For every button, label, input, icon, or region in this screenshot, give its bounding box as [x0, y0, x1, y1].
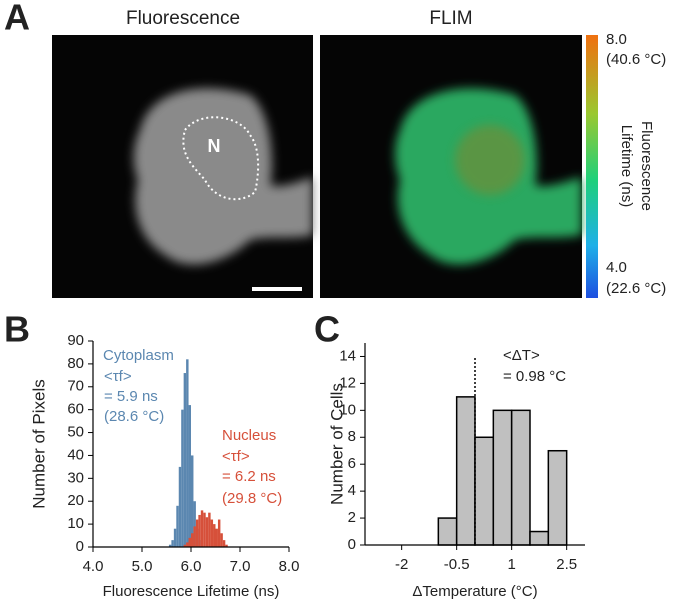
y-axis-label: Number of Cells [327, 383, 346, 505]
x-tick-label: -2 [395, 556, 408, 573]
histogram-bar [220, 533, 223, 547]
y-tick-label: 2 [348, 509, 356, 526]
x-tick-label: 6.0 [181, 558, 202, 575]
y-tick-label: 4 [348, 482, 356, 499]
y-tick-label: 20 [67, 492, 84, 509]
image-title: FLIM [429, 8, 472, 29]
y-tick-label: 0 [76, 538, 84, 555]
annotation: = 5.9 ns [104, 388, 158, 405]
y-tick-label: 12 [339, 374, 356, 391]
y-tick-label: 0 [348, 536, 356, 553]
histogram-bar [213, 524, 216, 547]
x-axis-label: ΔTemperature (°C) [412, 583, 537, 600]
histogram-bar [215, 528, 218, 547]
annotation: <τf> [104, 368, 132, 385]
annotation: = 6.2 ns [222, 468, 276, 485]
y-tick-label: 10 [339, 401, 356, 418]
histogram-bar [492, 409, 513, 546]
histogram-bar [176, 505, 179, 547]
histogram-bar [217, 519, 221, 547]
annotation: = 0.98 °C [503, 368, 566, 385]
y-tick-label: 40 [67, 446, 84, 463]
histogram-bar [188, 405, 191, 547]
histogram-bar [210, 519, 214, 547]
histogram-bar [529, 530, 550, 546]
panel-label: C [314, 309, 340, 350]
y-tick-label: 30 [67, 469, 84, 486]
y-tick-label: 6 [348, 455, 356, 472]
y-tick-label: 90 [67, 332, 84, 349]
histogram-bar [455, 396, 476, 546]
histogram-bar [181, 409, 184, 547]
histogram-bar [222, 540, 226, 547]
x-tick-label: 8.0 [279, 558, 300, 575]
colorbar-label: (40.6 °C) [606, 51, 666, 68]
histogram-bar [510, 409, 531, 546]
colorbar-title: Fluorescence [638, 121, 655, 211]
annotation: (28.6 °C) [104, 408, 164, 425]
histogram-bar [208, 512, 211, 547]
y-tick-label: 80 [67, 355, 84, 372]
y-tick-label: 14 [339, 347, 356, 364]
x-tick-label: 4.0 [83, 558, 104, 575]
histogram-bar [205, 517, 209, 547]
y-tick-label: 50 [67, 424, 84, 441]
flim-image [320, 35, 582, 298]
colorbar-label: (22.6 °C) [606, 280, 666, 297]
histogram-bar [191, 455, 194, 547]
panel-label: B [4, 309, 30, 350]
y-tick-label: 10 [67, 515, 84, 532]
histogram-bar [186, 542, 189, 547]
histogram-bar [193, 526, 196, 547]
histogram-bar [203, 512, 206, 547]
annotation: <ΔT> [503, 347, 540, 364]
y-tick-label: 60 [67, 401, 84, 418]
histogram-bar [183, 373, 187, 547]
histogram-bar [183, 544, 187, 547]
histogram-bar [474, 436, 495, 546]
colorbar [586, 35, 598, 298]
histogram-bar [195, 519, 199, 547]
histogram-bar [186, 359, 189, 547]
colorbar-label: 4.0 [606, 259, 627, 276]
histogram-bar [188, 537, 191, 547]
x-tick-label: 5.0 [132, 558, 153, 575]
image-title: Fluorescence [126, 8, 240, 29]
histogram-bar [173, 528, 177, 547]
x-axis-label: Fluorescence Lifetime (ns) [103, 583, 280, 600]
panel-label: A [4, 0, 30, 38]
histogram-bar [168, 544, 172, 547]
histogram-bar [171, 540, 174, 547]
histogram-bar [437, 517, 458, 546]
x-tick-label: 2.5 [556, 556, 577, 573]
histogram-bar [200, 510, 204, 547]
colorbar-title: Lifetime (ns) [618, 125, 635, 208]
fluorescence-image: N [52, 35, 313, 298]
histogram-bar [178, 466, 182, 547]
colorbar-label: 8.0 [606, 31, 627, 48]
series-label: Cytoplasm [103, 347, 174, 364]
histogram-bar [198, 514, 201, 547]
x-tick-label: -0.5 [444, 556, 470, 573]
histogram-bar [193, 501, 196, 547]
y-tick-label: 8 [348, 428, 356, 445]
annotation: <τf> [222, 448, 250, 465]
x-tick-label: 7.0 [230, 558, 251, 575]
histogram-bar [547, 449, 568, 546]
histogram-bar [225, 544, 228, 547]
y-axis-label: Number of Pixels [29, 379, 48, 508]
region-label: N [208, 136, 221, 156]
histogram-bar [191, 533, 194, 547]
series-label: Nucleus [222, 427, 276, 444]
y-tick-label: 70 [67, 378, 84, 395]
annotation: (29.8 °C) [222, 490, 282, 507]
x-tick-label: 1 [507, 556, 515, 573]
